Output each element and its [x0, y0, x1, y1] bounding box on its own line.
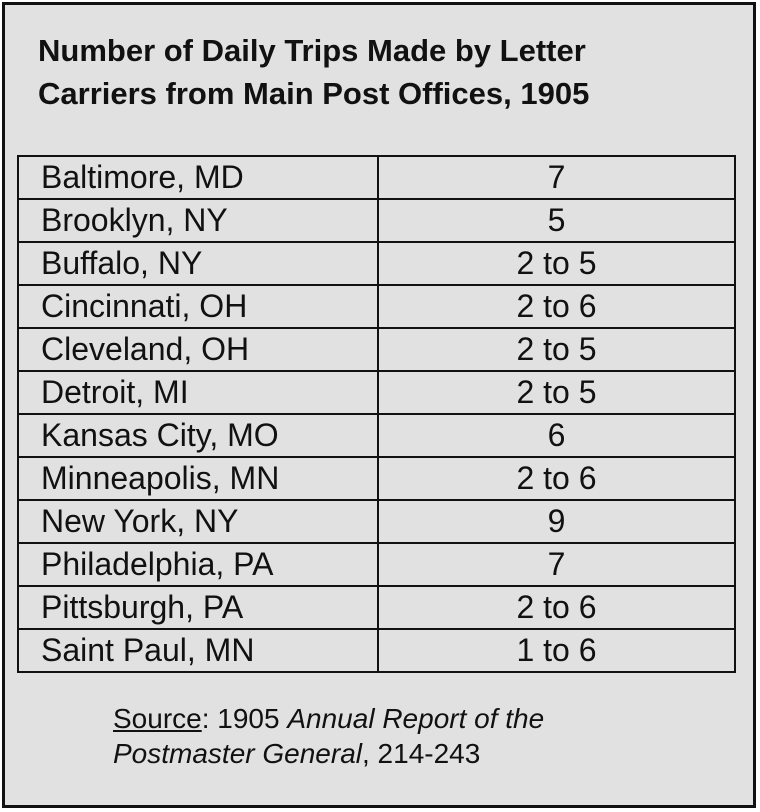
trips-cell: 6 — [377, 413, 736, 458]
table-row: Detroit, MI 2 to 5 — [17, 370, 736, 415]
source-text: , 214-243 — [362, 738, 481, 769]
table-row: Kansas City, MO 6 — [17, 413, 736, 458]
table-row: Cleveland, OH 2 to 5 — [17, 327, 736, 372]
city-cell: Cincinnati, OH — [17, 284, 379, 329]
table-row: Pittsburgh, PA 2 to 6 — [17, 585, 736, 630]
title-line: Carriers from Main Post Offices, 1905 — [38, 76, 590, 111]
table-row: Minneapolis, MN 2 to 6 — [17, 456, 736, 501]
title-line: Number of Daily Trips Made by Letter — [38, 33, 586, 68]
source-title: Postmaster General — [113, 738, 362, 769]
city-cell: Saint Paul, MN — [17, 628, 379, 673]
trips-cell: 7 — [377, 542, 736, 587]
table-row: New York, NY 9 — [17, 499, 736, 544]
table: Baltimore, MD 7 Brooklyn, NY 5 Buffalo, NY 2 … — [17, 155, 736, 673]
city-cell: New York, NY — [17, 499, 379, 544]
trips-cell: 2 to 5 — [377, 370, 736, 415]
table-row: Baltimore, MD 7 — [17, 155, 736, 200]
trips-cell: 7 — [377, 155, 736, 200]
trips-cell: 2 to 6 — [377, 284, 736, 329]
city-cell: Detroit, MI — [17, 370, 379, 415]
source-line: Source: 1905 Annual Report of the — [113, 701, 544, 736]
city-cell: Brooklyn, NY — [17, 198, 379, 243]
city-cell: Kansas City, MO — [17, 413, 379, 458]
table-row: Philadelphia, PA 7 — [17, 542, 736, 587]
source-label: Source — [113, 703, 202, 734]
city-cell: Cleveland, OH — [17, 327, 379, 372]
trips-cell: 9 — [377, 499, 736, 544]
table-row: Brooklyn, NY 5 — [17, 198, 736, 243]
source-line: Postmaster General, 214-243 — [113, 736, 544, 771]
trips-cell: 2 to 5 — [377, 241, 736, 286]
source-text: : 1905 — [201, 703, 288, 734]
table-row: Buffalo, NY 2 to 5 — [17, 241, 736, 286]
title: Number of Daily Trips Made by Letter Car… — [38, 29, 589, 115]
city-cell: Philadelphia, PA — [17, 542, 379, 587]
trips-cell: 2 to 5 — [377, 327, 736, 372]
city-cell: Pittsburgh, PA — [17, 585, 379, 630]
city-cell: Buffalo, NY — [17, 241, 379, 286]
trips-cell: 2 to 6 — [377, 585, 736, 630]
trips-cell: 2 to 6 — [377, 456, 736, 501]
city-cell: Minneapolis, MN — [17, 456, 379, 501]
source: Source: 1905 Annual Report of the Postma… — [113, 701, 544, 771]
trips-cell: 5 — [377, 198, 736, 243]
table-row: Saint Paul, MN 1 to 6 — [17, 628, 736, 673]
source-title: Annual Report of the — [287, 703, 545, 734]
table-row: Cincinnati, OH 2 to 6 — [17, 284, 736, 329]
trips-cell: 1 to 6 — [377, 628, 736, 673]
table-body: Baltimore, MD 7 Brooklyn, NY 5 Buffalo, NY 2 … — [17, 155, 736, 673]
city-cell: Baltimore, MD — [17, 155, 379, 200]
